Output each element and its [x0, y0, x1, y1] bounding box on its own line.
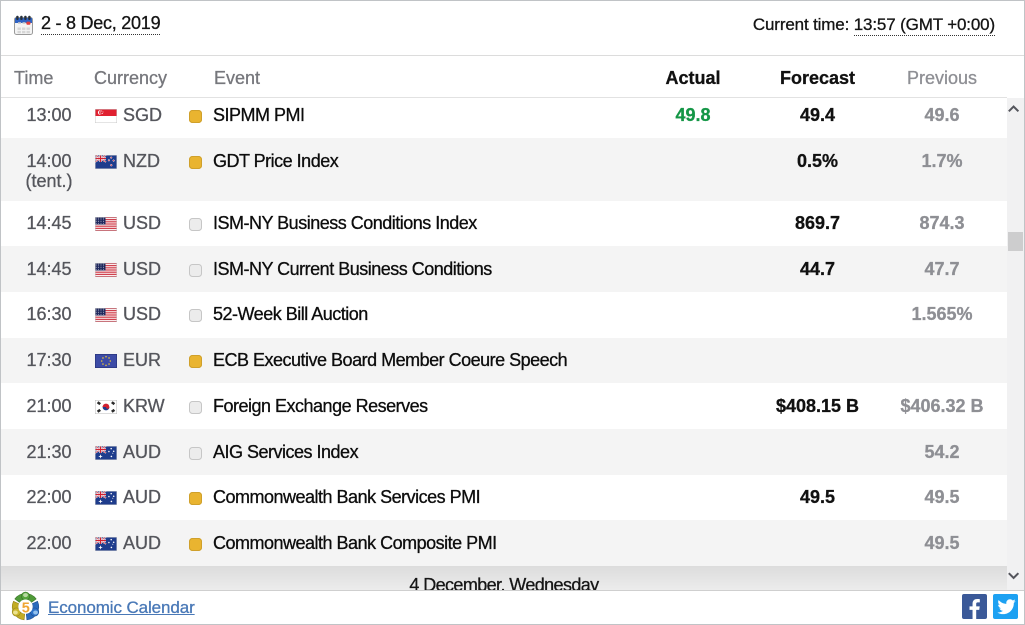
svg-text:5: 5	[22, 600, 30, 616]
